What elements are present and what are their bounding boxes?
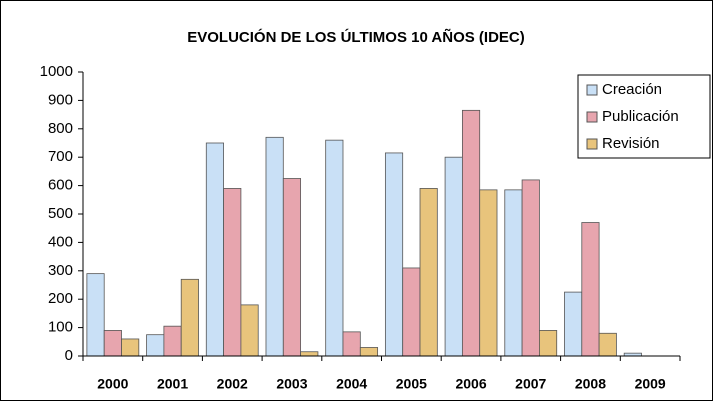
- x-tick-label: 2003: [276, 376, 307, 392]
- x-tick-label: 2008: [575, 376, 606, 392]
- y-tick-label: 200: [48, 290, 73, 307]
- bar: [163, 325, 182, 357]
- bar: [581, 222, 600, 357]
- bar: [598, 332, 617, 357]
- x-tick-label: 2007: [515, 376, 546, 392]
- bar: [564, 291, 583, 357]
- legend-label: Publicación: [602, 108, 679, 125]
- y-tick-label: 700: [48, 148, 73, 165]
- bar: [223, 188, 242, 357]
- x-tick-label: 2002: [217, 376, 248, 392]
- bar: [384, 152, 404, 357]
- bar: [121, 338, 140, 357]
- bar: [521, 179, 540, 357]
- bar: [265, 136, 284, 357]
- x-tick-label: 2005: [396, 376, 427, 392]
- x-tick-label: 2004: [336, 376, 367, 392]
- chart-title: EVOLUCIÓN DE LOS ÚLTIMOS 10 AÑOS (IDEC): [187, 28, 525, 46]
- y-tick-label: 300: [48, 262, 73, 279]
- y-tick-label: 0: [65, 347, 73, 364]
- x-tick-label: 2006: [455, 376, 486, 392]
- y-tick-label: 600: [48, 177, 73, 194]
- bar: [359, 347, 379, 357]
- legend-swatch: [586, 84, 598, 96]
- bar: [300, 351, 319, 357]
- bar: [180, 278, 199, 357]
- legend-label: Revisión: [602, 135, 660, 152]
- y-tick-label: 800: [48, 120, 73, 137]
- y-tick-label: 900: [48, 91, 73, 108]
- bar: [325, 139, 344, 357]
- bar: [240, 304, 259, 357]
- bar: [444, 156, 463, 357]
- bar: [479, 189, 498, 357]
- legend-swatch: [586, 138, 598, 150]
- bar: [539, 330, 558, 357]
- x-tick-label: 2001: [157, 376, 188, 392]
- legend: [577, 74, 711, 159]
- bar: [461, 109, 481, 357]
- y-tick-label: 100: [48, 319, 73, 336]
- bar: [205, 142, 224, 357]
- bar: [86, 273, 105, 357]
- legend-swatch: [586, 111, 598, 123]
- bar: [419, 188, 438, 357]
- bar: [402, 267, 421, 357]
- x-tick-label: 2009: [635, 376, 666, 392]
- x-tick-label: 2000: [97, 376, 128, 392]
- bar: [504, 189, 523, 357]
- bar: [146, 334, 165, 357]
- bar: [342, 331, 361, 357]
- y-tick-label: 500: [48, 205, 73, 222]
- y-tick-label: 1000: [40, 63, 73, 80]
- bar: [282, 178, 302, 357]
- legend-label: Creación: [602, 81, 662, 98]
- bar: [103, 330, 122, 357]
- y-tick-label: 400: [48, 233, 73, 250]
